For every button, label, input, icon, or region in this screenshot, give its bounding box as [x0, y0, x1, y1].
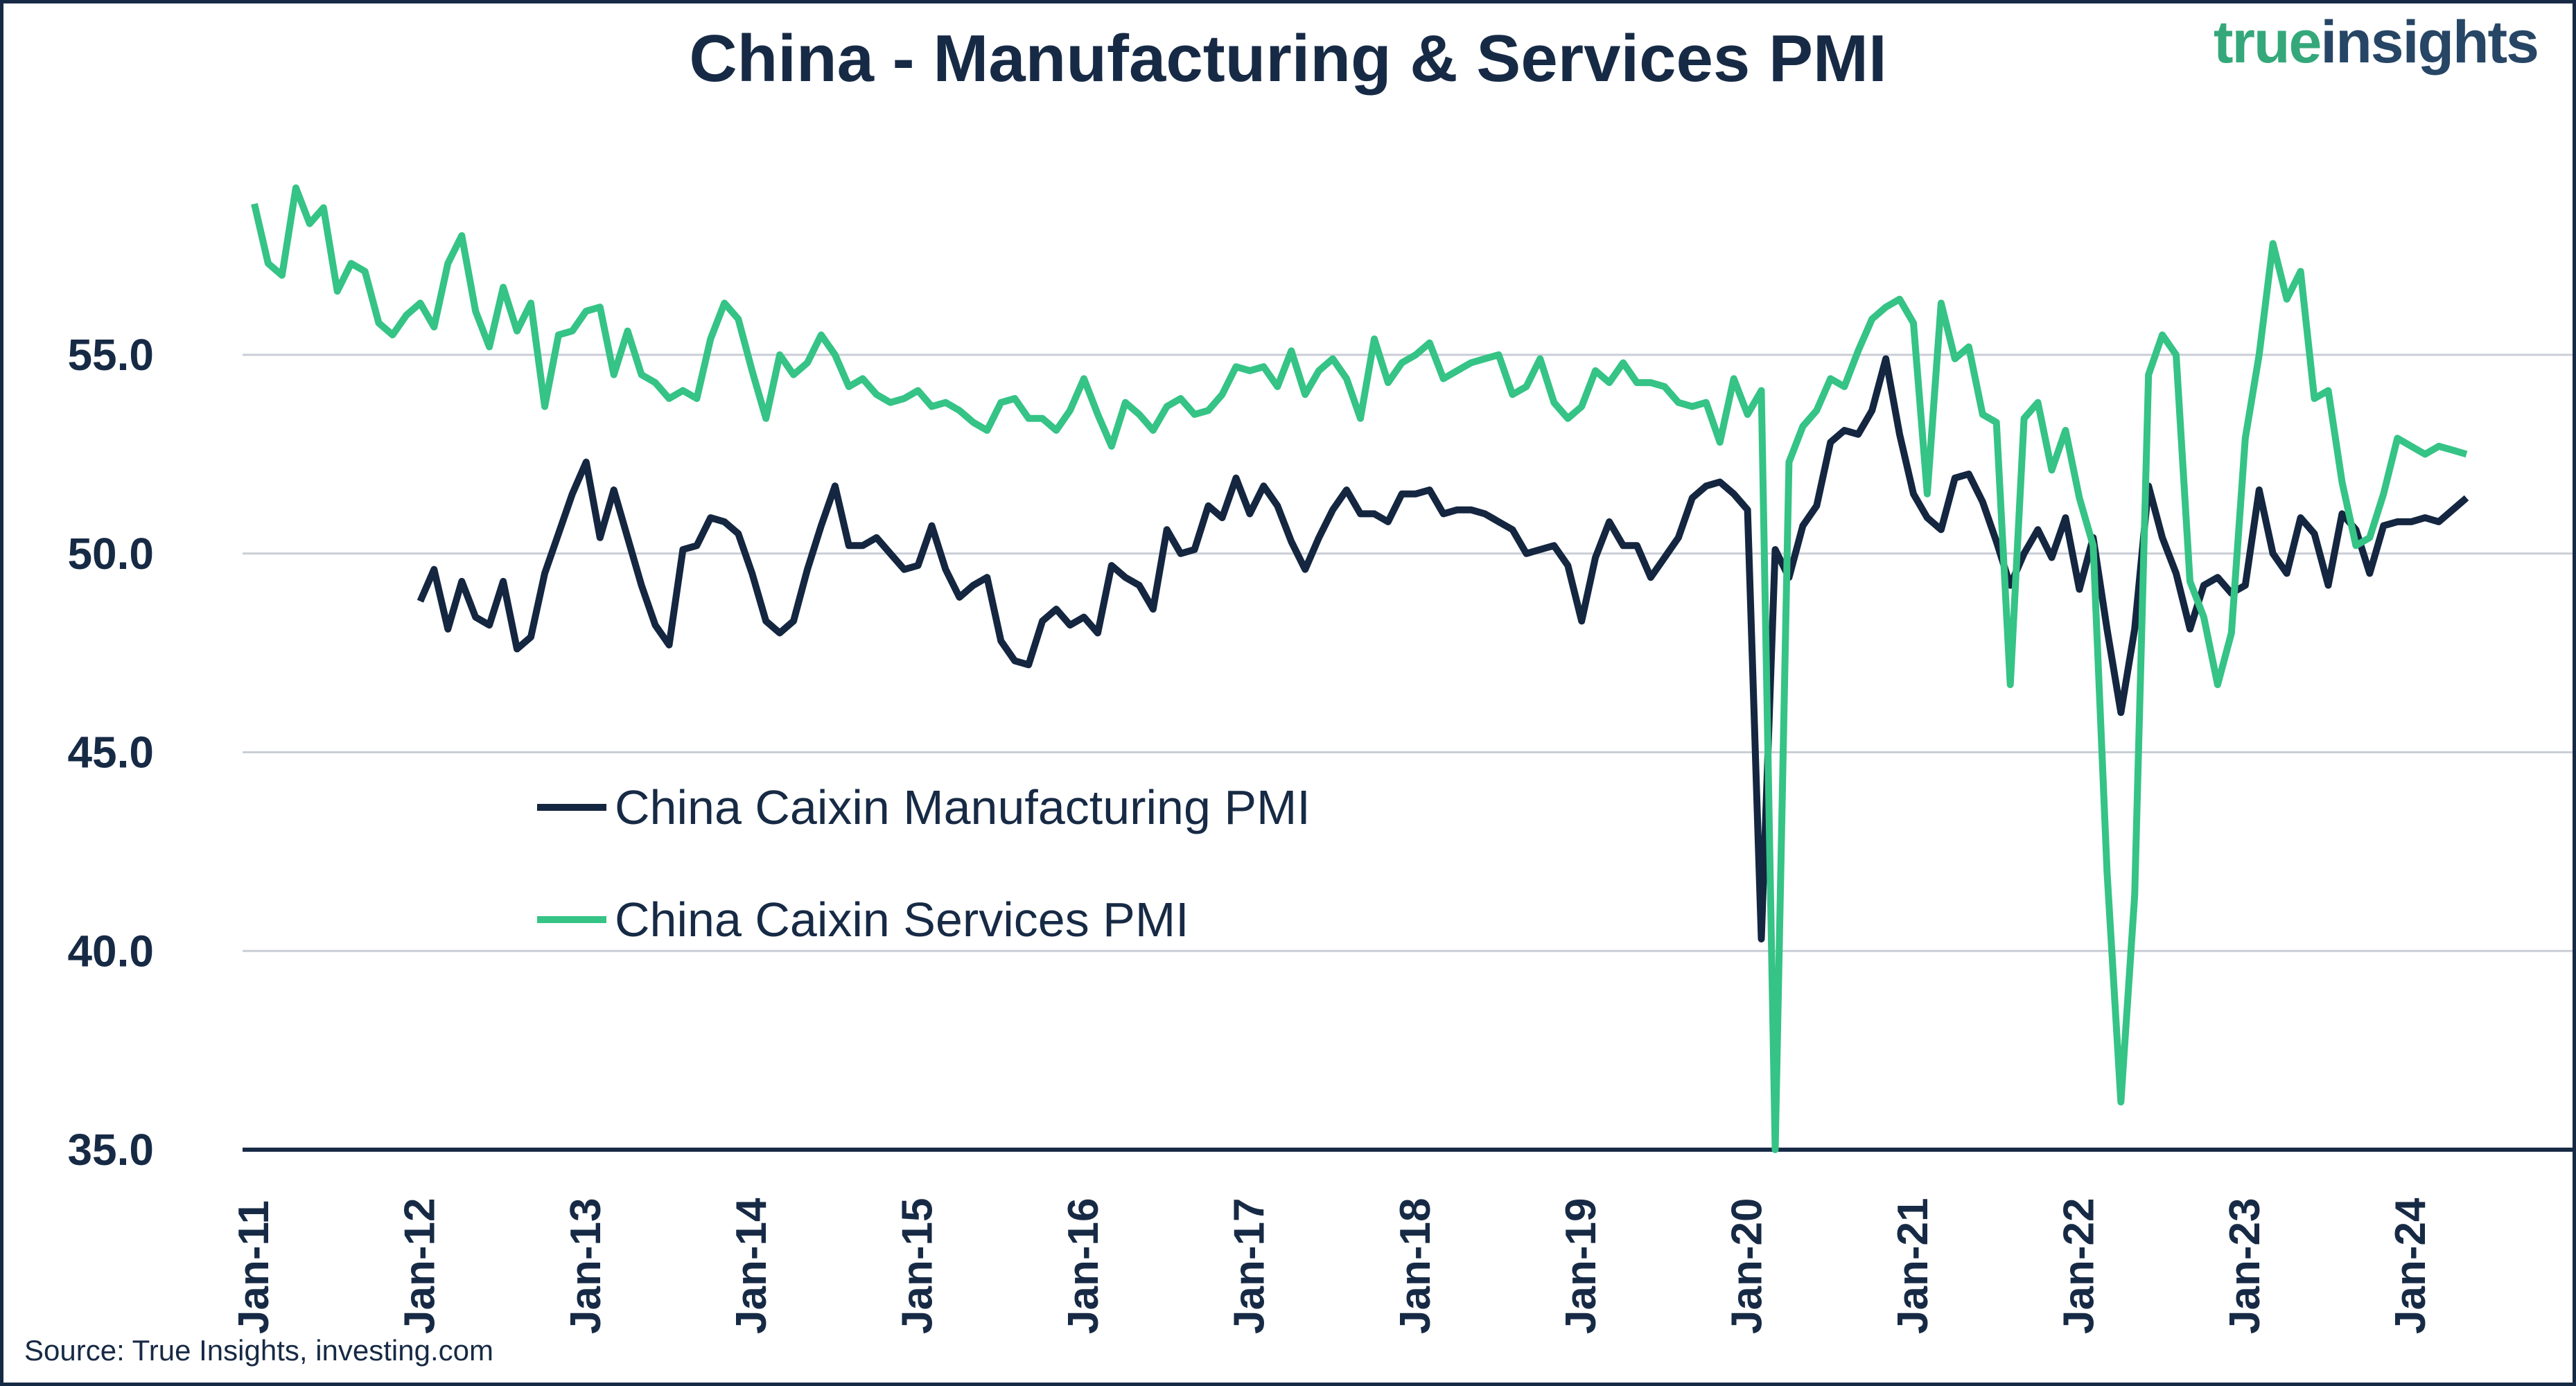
x-tick-label: Jan-18 [1392, 1198, 1439, 1334]
y-tick-label: 55.0 [67, 330, 154, 380]
y-tick-label: 50.0 [67, 529, 154, 579]
manufacturing-pmi-line [417, 355, 2469, 942]
y-tick-label: 45.0 [67, 728, 154, 778]
legend-label-services: China Caixin Services PMI [615, 893, 1189, 947]
services-pmi-line [251, 184, 2468, 1153]
logo-text-true: true [2213, 9, 2322, 76]
chart-title: China - Manufacturing & Services PMI [689, 21, 1887, 96]
x-tick-label: Jan-23 [2221, 1198, 2269, 1334]
logo-text-insights: insights [2320, 9, 2539, 76]
x-tick-label: Jan-17 [1225, 1198, 1273, 1334]
legend-item-manufacturing: China Caixin Manufacturing PMI [537, 780, 1311, 835]
true-insights-logo: trueinsights [2213, 8, 2539, 77]
x-tick-label: Jan-21 [1889, 1198, 1937, 1334]
legend-label-manufacturing: China Caixin Manufacturing PMI [615, 780, 1311, 834]
x-tick-label: Jan-13 [562, 1198, 610, 1334]
x-tick-label: Jan-11 [230, 1200, 278, 1334]
legend-item-services: China Caixin Services PMI [537, 892, 1189, 947]
x-tick-label: Jan-22 [2055, 1198, 2103, 1334]
x-tick-label: Jan-12 [396, 1198, 444, 1334]
x-tick-label: Jan-24 [2387, 1198, 2435, 1334]
x-tick-label: Jan-15 [894, 1198, 942, 1334]
legend-swatch-services [537, 916, 606, 923]
legend-swatch-manufacturing [537, 804, 606, 811]
x-tick-label: Jan-19 [1557, 1198, 1605, 1334]
x-tick-label: Jan-20 [1724, 1198, 1771, 1334]
x-tick-label: Jan-14 [728, 1198, 776, 1334]
y-tick-label: 35.0 [67, 1125, 154, 1175]
x-tick-label: Jan-16 [1060, 1198, 1107, 1334]
source-note: Source: True Insights, investing.com [24, 1334, 493, 1367]
y-tick-label: 40.0 [67, 926, 154, 976]
